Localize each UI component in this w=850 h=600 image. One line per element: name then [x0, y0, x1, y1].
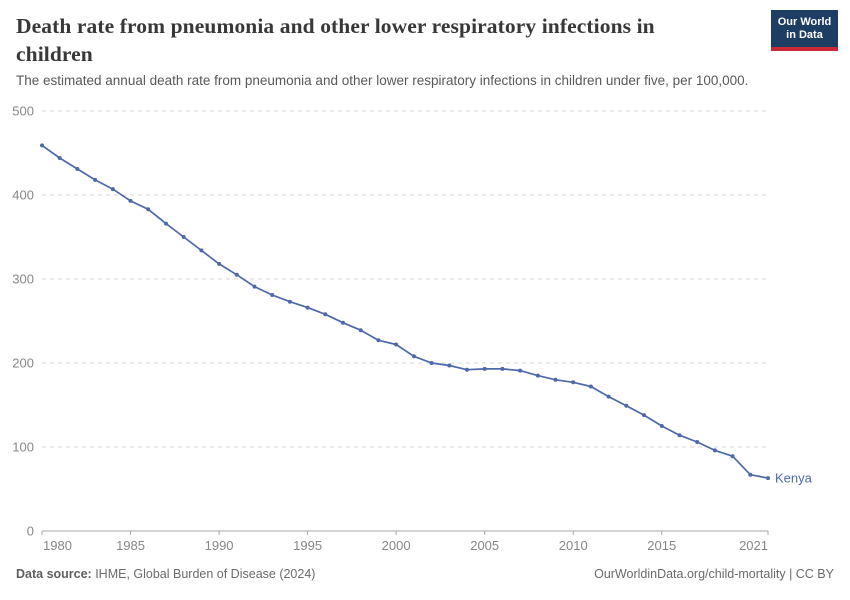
data-point: [695, 440, 700, 444]
x-axis-tick-label: 2021: [739, 538, 768, 553]
page-title: Death rate from pneumonia and other lowe…: [16, 14, 655, 66]
data-point: [75, 167, 80, 171]
data-source-label: Data source:: [16, 567, 92, 581]
series-label-kenya: Kenya: [775, 471, 813, 486]
data-point: [447, 363, 452, 368]
data-point: [146, 207, 151, 212]
data-point: [341, 320, 345, 325]
data-point: [40, 143, 44, 148]
data-point: [482, 366, 487, 371]
x-axis-tick-label: 2005: [470, 538, 499, 553]
data-point: [659, 424, 664, 428]
y-axis-tick-label: 400: [12, 188, 34, 203]
data-source: Data source: IHME, Global Burden of Dise…: [16, 566, 315, 582]
data-point: [500, 366, 505, 371]
x-axis-tick-label: 2015: [647, 538, 676, 553]
data-point: [465, 367, 469, 372]
data-point: [305, 305, 310, 310]
series-line-kenya: [41, 144, 769, 479]
data-point: [624, 403, 629, 408]
y-axis-tick-label: 200: [12, 356, 34, 371]
chart-subtitle: The estimated annual death rate from pne…: [16, 73, 749, 88]
data-point: [252, 284, 257, 289]
data-point: [110, 187, 115, 192]
data-point: [93, 177, 98, 182]
owid-logo-line1: Our World: [777, 16, 832, 28]
data-point: [270, 293, 275, 297]
x-axis-tick-label: 2000: [382, 538, 411, 553]
data-point: [518, 368, 523, 373]
data-point: [748, 472, 753, 477]
y-axis-tick-label: 100: [12, 440, 34, 455]
data-point: [394, 342, 399, 347]
data-point: [730, 454, 735, 459]
data-point: [376, 338, 381, 343]
data-point: [766, 476, 770, 481]
data-point: [199, 248, 204, 253]
data-point: [571, 380, 576, 385]
data-point: [181, 235, 186, 239]
y-axis-tick-label: 0: [27, 524, 34, 539]
data-point: [287, 299, 292, 304]
data-point: [57, 156, 62, 160]
x-axis-tick-label: 1995: [293, 538, 322, 553]
data-point: [553, 377, 558, 382]
chart-footer: Data source: IHME, Global Burden of Dise…: [16, 566, 834, 582]
data-point: [677, 433, 682, 438]
data-source-text: IHME, Global Burden of Disease (2024): [91, 567, 316, 581]
data-point: [429, 361, 434, 365]
data-point: [535, 373, 540, 378]
owid-logo[interactable]: Our World in Data: [771, 10, 838, 51]
data-point: [606, 394, 611, 399]
data-point: [164, 221, 168, 226]
owid-logo-line2: in Data: [786, 29, 823, 41]
data-point: [712, 448, 717, 453]
y-axis-tick-label: 300: [12, 272, 34, 287]
data-point: [128, 198, 133, 203]
data-point: [358, 328, 363, 333]
data-point: [411, 354, 416, 359]
data-point: [323, 312, 328, 317]
x-axis-tick-label: 1985: [116, 538, 145, 553]
x-axis-tick-label: 1980: [43, 538, 72, 553]
x-axis-tick-label: 1990: [205, 538, 234, 553]
data-point: [217, 261, 222, 266]
data-point: [234, 272, 239, 277]
data-point: [588, 384, 593, 389]
y-axis-tick-label: 500: [12, 104, 34, 119]
data-point: [642, 413, 646, 418]
footer-link[interactable]: OurWorldinData.org/child-mortality | CC …: [594, 567, 834, 581]
x-axis-tick-label: 2010: [559, 538, 588, 553]
